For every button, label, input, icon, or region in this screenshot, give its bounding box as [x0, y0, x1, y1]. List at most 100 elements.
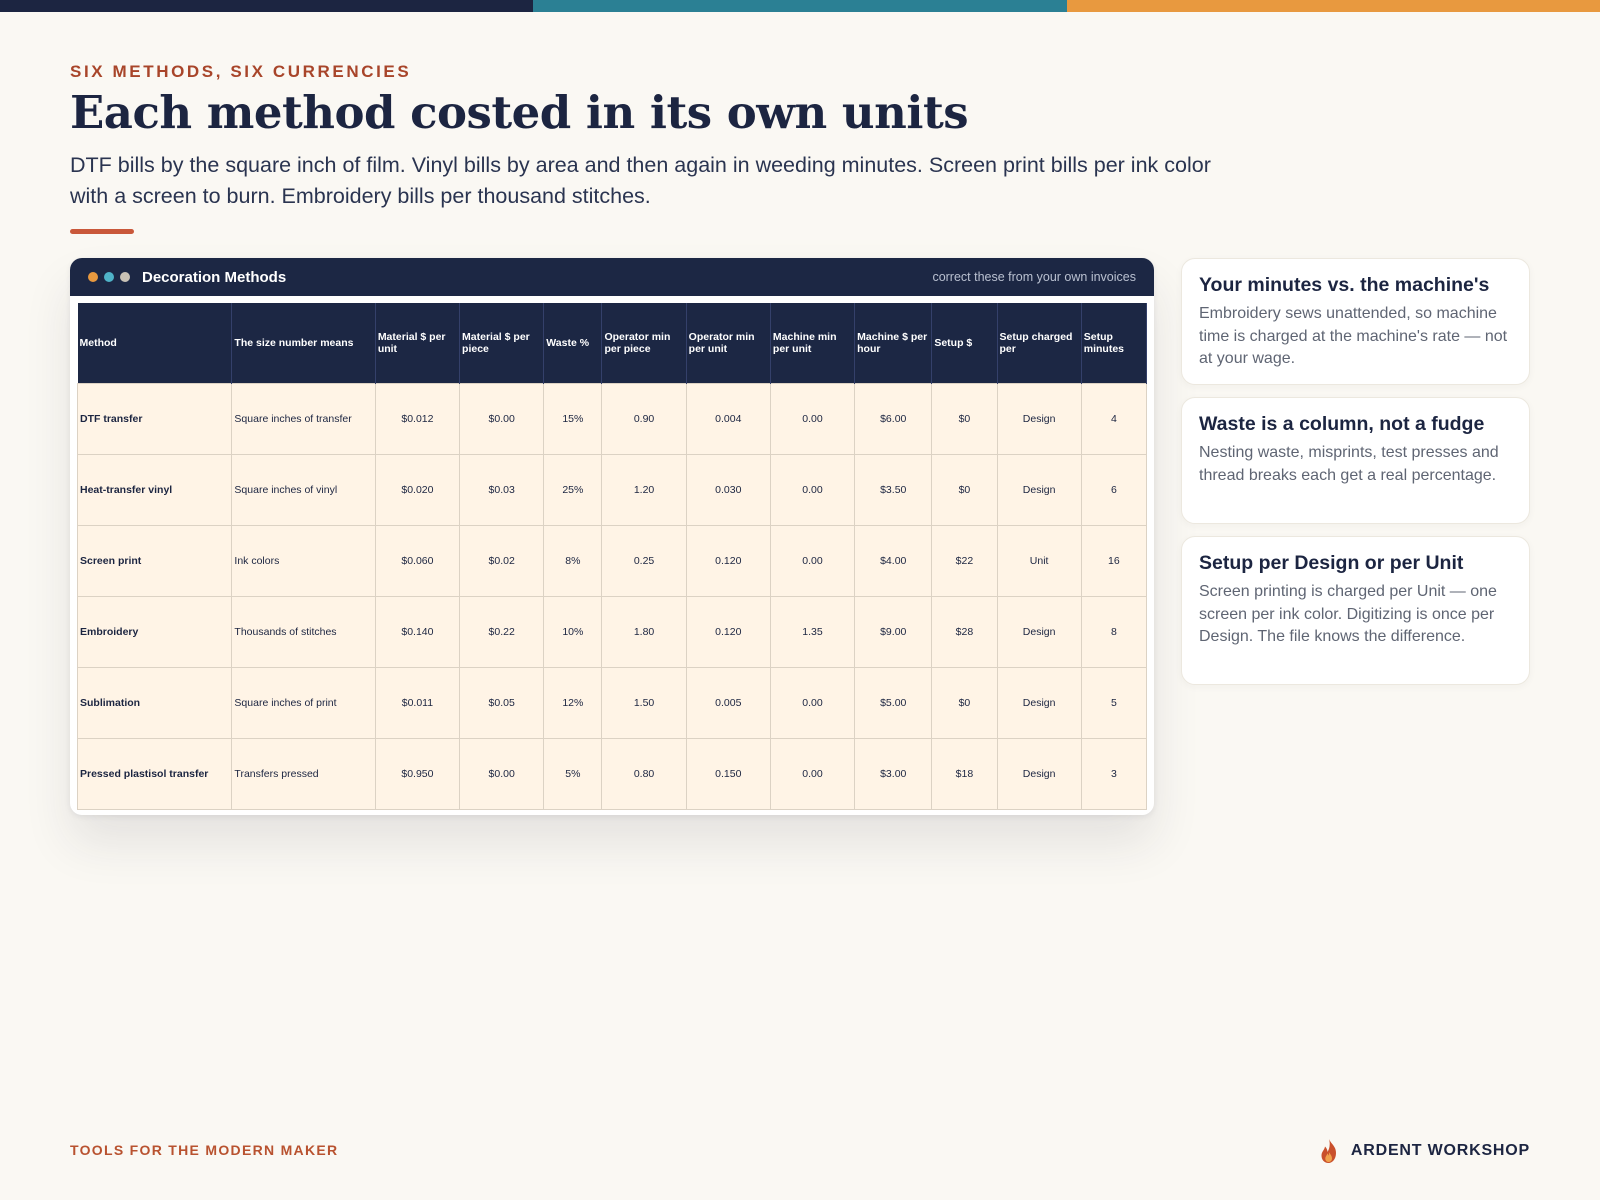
table-cell[interactable]: 12%	[543, 666, 603, 739]
table-cell[interactable]: $0.011	[374, 666, 461, 739]
table-cell[interactable]: $0.020	[374, 453, 461, 526]
window-dot-teal[interactable]	[104, 272, 114, 282]
table-cell[interactable]: $0.00	[459, 382, 545, 455]
column-header[interactable]: Setup $	[931, 303, 998, 383]
column-header[interactable]: Material $ per piece	[459, 303, 545, 383]
column-header[interactable]: Setup charged per	[997, 303, 1082, 383]
table-cell[interactable]: 0.90	[601, 382, 687, 455]
table-cell[interactable]: Design	[996, 666, 1082, 739]
table-cell[interactable]: 0.00	[769, 524, 856, 597]
note-card-body: Nesting waste, misprints, test presses a…	[1199, 444, 1499, 484]
table-cell[interactable]: $3.00	[854, 737, 933, 810]
accent-rule	[70, 229, 134, 234]
table-cell[interactable]: $9.00	[854, 595, 933, 668]
column-header[interactable]: Machine min per unit	[770, 303, 856, 383]
table-cell[interactable]: Design	[996, 595, 1082, 668]
table-cell[interactable]: 10%	[543, 595, 603, 668]
table-cell-method[interactable]: Sublimation	[76, 666, 233, 739]
spreadsheet-window: Decoration Methods correct these from yo…	[70, 258, 1154, 815]
table-cell-method[interactable]: Heat-transfer vinyl	[76, 453, 233, 526]
column-header[interactable]: Method	[77, 303, 233, 383]
page-title: Each method costed in its own units	[70, 86, 969, 139]
table-cell[interactable]: $3.50	[854, 453, 933, 526]
table-cell[interactable]: Thousands of stitches	[231, 595, 376, 668]
table-cell[interactable]: 6	[1080, 453, 1148, 526]
table-cell[interactable]: $18	[931, 737, 998, 810]
table-cell[interactable]: $0.012	[374, 382, 461, 455]
table-cell[interactable]: $28	[931, 595, 998, 668]
table-cell-method[interactable]: Pressed plastisol transfer	[76, 737, 233, 810]
table-cell[interactable]: 0.150	[685, 737, 771, 810]
table-cell[interactable]: 0.00	[769, 666, 856, 739]
table-cell[interactable]: 0.005	[685, 666, 771, 739]
table-cell[interactable]: Design	[996, 382, 1082, 455]
table-cell[interactable]: 0.120	[685, 524, 771, 597]
table-cell[interactable]: 0.030	[685, 453, 771, 526]
table-cell[interactable]: $4.00	[854, 524, 933, 597]
table-cell[interactable]: 0.00	[769, 737, 856, 810]
table-cell[interactable]: Square inches of print	[231, 666, 376, 739]
table-cell[interactable]: Square inches of vinyl	[231, 453, 376, 526]
table-cell[interactable]: Ink colors	[231, 524, 376, 597]
table-cell[interactable]: $22	[931, 524, 998, 597]
table-cell[interactable]: $0	[931, 453, 998, 526]
footer-brand: ARDENT WORKSHOP	[1317, 1138, 1530, 1164]
table-cell[interactable]: Unit	[996, 524, 1082, 597]
table-cell[interactable]: $0.060	[374, 524, 461, 597]
table-cell-method[interactable]: DTF transfer	[76, 382, 233, 455]
column-header[interactable]: Operator min per unit	[686, 303, 771, 383]
table-cell[interactable]: 3	[1080, 737, 1148, 810]
table-cell[interactable]: $6.00	[854, 382, 933, 455]
table-cell[interactable]: $0.950	[374, 737, 461, 810]
table-cell[interactable]: $5.00	[854, 666, 933, 739]
table-cell[interactable]: 0.004	[685, 382, 771, 455]
window-controls	[88, 272, 130, 282]
column-header[interactable]: The size number means	[231, 303, 376, 383]
column-header[interactable]: Waste %	[543, 303, 603, 383]
column-header[interactable]: Operator min per piece	[601, 303, 687, 383]
table-cell[interactable]: 16	[1080, 524, 1148, 597]
table-cell-method[interactable]: Screen print	[76, 524, 233, 597]
table-cell[interactable]: 1.80	[601, 595, 687, 668]
table-cell[interactable]: 0.120	[685, 595, 771, 668]
window-dot-gray[interactable]	[120, 272, 130, 282]
table-cell[interactable]: $0.05	[459, 666, 545, 739]
table-cell[interactable]: 1.50	[601, 666, 687, 739]
table-cell[interactable]: $0.22	[459, 595, 545, 668]
table-cell[interactable]: Design	[996, 453, 1082, 526]
table-cell[interactable]: $0	[931, 666, 998, 739]
table-cell[interactable]: $0.00	[459, 737, 545, 810]
column-header[interactable]: Material $ per unit	[375, 303, 461, 383]
table-cell[interactable]: $0.03	[459, 453, 545, 526]
table-cell[interactable]: 1.35	[769, 595, 856, 668]
table-cell[interactable]: 0.00	[769, 453, 856, 526]
table-cell[interactable]: $0	[931, 382, 998, 455]
column-header[interactable]: Setup minutes	[1081, 303, 1148, 383]
top-bar-teal-segment	[533, 0, 1067, 12]
column-header[interactable]: Machine $ per hour	[854, 303, 933, 383]
table-cell[interactable]: Design	[996, 737, 1082, 810]
table-row: Heat-transfer vinyl Square inches of vin…	[76, 453, 1148, 526]
table-cell[interactable]: 1.20	[601, 453, 687, 526]
table-cell[interactable]: 0.00	[769, 382, 856, 455]
table-cell[interactable]: 25%	[543, 453, 603, 526]
table-cell[interactable]: $0.02	[459, 524, 545, 597]
table-cell[interactable]: Square inches of transfer	[231, 382, 376, 455]
table-cell[interactable]: 5%	[543, 737, 603, 810]
table-cell[interactable]: 0.80	[601, 737, 687, 810]
table-cell[interactable]: Transfers pressed	[231, 737, 376, 810]
page-subtitle: DTF bills by the square inch of film. Vi…	[70, 153, 1211, 208]
table-cell[interactable]: 8	[1080, 595, 1148, 668]
table-cell[interactable]: 0.25	[601, 524, 687, 597]
top-bar-navy-segment	[0, 0, 534, 12]
table-cell[interactable]: 4	[1080, 382, 1148, 455]
top-color-bar	[0, 0, 1600, 12]
table-cell[interactable]: 15%	[543, 382, 603, 455]
table-cell[interactable]: $0.140	[374, 595, 461, 668]
table-cell-method[interactable]: Embroidery	[76, 595, 233, 668]
window-titlebar: Decoration Methods correct these from yo…	[70, 258, 1154, 296]
table-cell[interactable]: 8%	[543, 524, 603, 597]
window-dot-orange[interactable]	[88, 272, 98, 282]
note-card-body: Embroidery sews unattended, so machine t…	[1199, 305, 1508, 367]
table-cell[interactable]: 5	[1080, 666, 1148, 739]
